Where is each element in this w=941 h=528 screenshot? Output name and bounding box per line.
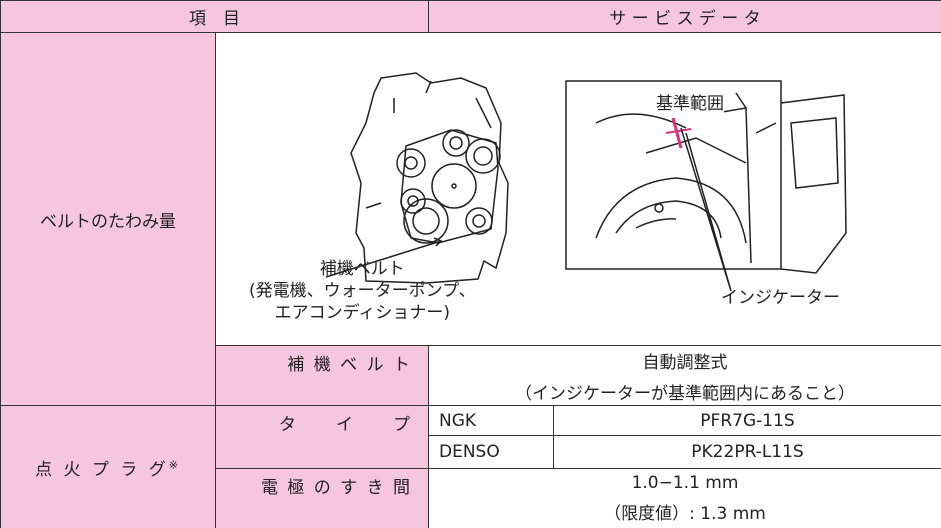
maker: DENSO <box>428 435 554 469</box>
header-data: サ ー ビ ス デ ー タ <box>428 0 941 33</box>
diagram-cell: 補機ベルト (発電機、ウォーターポンプ、 エアコンディショナー) 基準範囲 イン… <box>215 32 941 346</box>
plug-mark: ※ <box>168 457 181 471</box>
range-label: 基準範囲 <box>656 93 724 115</box>
diagram <box>325 72 847 292</box>
gap-value: 1.0−1.1 mm （限度値）: 1.3 mm <box>428 468 941 528</box>
part-number: PK22PR-L11S <box>553 435 941 469</box>
photo-drawing <box>565 80 847 274</box>
plug-label: 点 火 プ ラ グ※ <box>0 405 216 528</box>
value-line: 1.0−1.1 mm <box>631 473 739 493</box>
maker: NGK <box>428 405 554 436</box>
type-label: タ イ プ <box>215 405 429 469</box>
belt-row-value: 自動調整式 （インジケーターが基準範囲内にあること） <box>428 345 941 406</box>
belt-label-line: (発電機、ウォーターポンプ、 <box>249 281 476 301</box>
belt-row-label: 補 機 ベ ル ト <box>215 345 429 406</box>
engine-drawing <box>350 72 509 284</box>
belt-label-line: 補機ベルト <box>319 259 405 279</box>
belt-label: ベルトのたわみ量 <box>0 32 216 406</box>
belt-label-line: エアコンディショナー) <box>274 303 451 323</box>
value-line: 自動調整式 <box>642 352 728 373</box>
value-line: （インジケーターが基準範囲内にあること） <box>515 383 855 404</box>
belt-label-text: 補機ベルト (発電機、ウォーターポンプ、 エアコンディショナー) <box>249 258 476 324</box>
leader-lines <box>325 127 732 292</box>
plug-label-text: 点 火 プ ラ グ <box>35 459 169 480</box>
gap-label: 電 極 の す き 間 <box>215 468 429 528</box>
part-number: PFR7G-11S <box>553 405 941 436</box>
value-line: （限度値）: 1.3 mm <box>604 504 766 524</box>
indicator-label: インジケーター <box>721 288 840 308</box>
header-item: 項 目 <box>0 0 429 33</box>
